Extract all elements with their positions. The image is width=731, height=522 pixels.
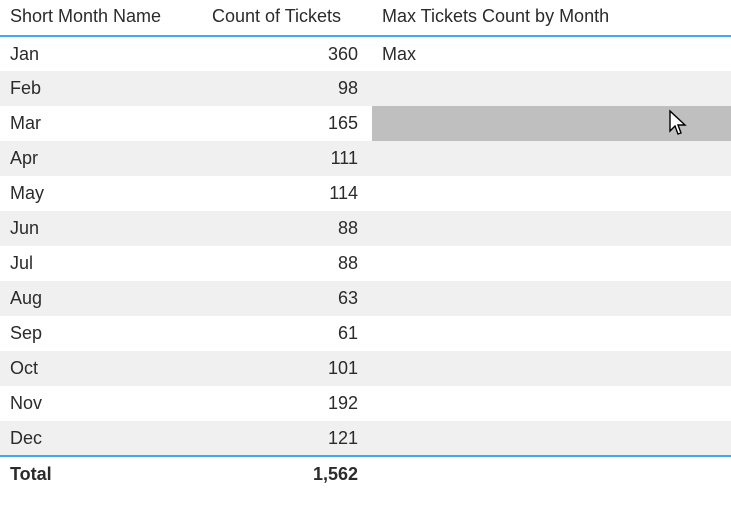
col-header-month[interactable]: Short Month Name bbox=[0, 0, 202, 36]
table-row[interactable]: Jul88 bbox=[0, 246, 731, 281]
cell-month: Aug bbox=[0, 281, 202, 316]
table-row[interactable]: Feb98 bbox=[0, 71, 731, 106]
total-label: Total bbox=[0, 456, 202, 491]
cell-count: 121 bbox=[202, 421, 372, 456]
table-row[interactable]: Sep61 bbox=[0, 316, 731, 351]
cursor-icon bbox=[667, 109, 689, 142]
cell-count: 165 bbox=[202, 106, 372, 141]
cell-max bbox=[372, 176, 731, 211]
cell-month: Feb bbox=[0, 71, 202, 106]
cell-month: Sep bbox=[0, 316, 202, 351]
table-row[interactable]: Oct101 bbox=[0, 351, 731, 386]
col-header-max[interactable]: Max Tickets Count by Month bbox=[372, 0, 731, 36]
total-max bbox=[372, 456, 731, 491]
col-header-count[interactable]: Count of Tickets bbox=[202, 0, 372, 36]
cell-max bbox=[372, 71, 731, 106]
cell-max bbox=[372, 421, 731, 456]
cell-max bbox=[372, 386, 731, 421]
cell-max bbox=[372, 351, 731, 386]
table-row[interactable]: Nov192 bbox=[0, 386, 731, 421]
cell-month: Mar bbox=[0, 106, 202, 141]
cell-max bbox=[372, 141, 731, 176]
cell-max: Max bbox=[372, 36, 731, 71]
cell-max bbox=[372, 106, 731, 141]
cell-max bbox=[372, 281, 731, 316]
cell-month: May bbox=[0, 176, 202, 211]
cell-count: 360 bbox=[202, 36, 372, 71]
cell-count: 111 bbox=[202, 141, 372, 176]
table-row[interactable]: Apr111 bbox=[0, 141, 731, 176]
cell-count: 114 bbox=[202, 176, 372, 211]
table-row[interactable]: Mar165 bbox=[0, 106, 731, 141]
cell-count: 88 bbox=[202, 246, 372, 281]
cell-month: Dec bbox=[0, 421, 202, 456]
total-row: Total 1,562 bbox=[0, 456, 731, 491]
table-row[interactable]: May114 bbox=[0, 176, 731, 211]
cell-count: 101 bbox=[202, 351, 372, 386]
cell-count: 88 bbox=[202, 211, 372, 246]
cell-max bbox=[372, 211, 731, 246]
table-header: Short Month Name Count of Tickets Max Ti… bbox=[0, 0, 731, 36]
cell-count: 192 bbox=[202, 386, 372, 421]
cell-month: Apr bbox=[0, 141, 202, 176]
table-row[interactable]: Jun88 bbox=[0, 211, 731, 246]
table-row[interactable]: Dec121 bbox=[0, 421, 731, 456]
cell-month: Jan bbox=[0, 36, 202, 71]
cell-count: 98 bbox=[202, 71, 372, 106]
table-body: Jan360MaxFeb98Mar165Apr111May114Jun88Jul… bbox=[0, 36, 731, 456]
table-row[interactable]: Aug63 bbox=[0, 281, 731, 316]
cell-month: Jul bbox=[0, 246, 202, 281]
cell-month: Nov bbox=[0, 386, 202, 421]
tickets-table[interactable]: Short Month Name Count of Tickets Max Ti… bbox=[0, 0, 731, 491]
total-count: 1,562 bbox=[202, 456, 372, 491]
table-row[interactable]: Jan360Max bbox=[0, 36, 731, 71]
cell-month: Oct bbox=[0, 351, 202, 386]
header-row: Short Month Name Count of Tickets Max Ti… bbox=[0, 0, 731, 36]
cell-max bbox=[372, 246, 731, 281]
cell-count: 63 bbox=[202, 281, 372, 316]
table-footer: Total 1,562 bbox=[0, 456, 731, 491]
cell-max bbox=[372, 316, 731, 351]
cell-month: Jun bbox=[0, 211, 202, 246]
cell-count: 61 bbox=[202, 316, 372, 351]
